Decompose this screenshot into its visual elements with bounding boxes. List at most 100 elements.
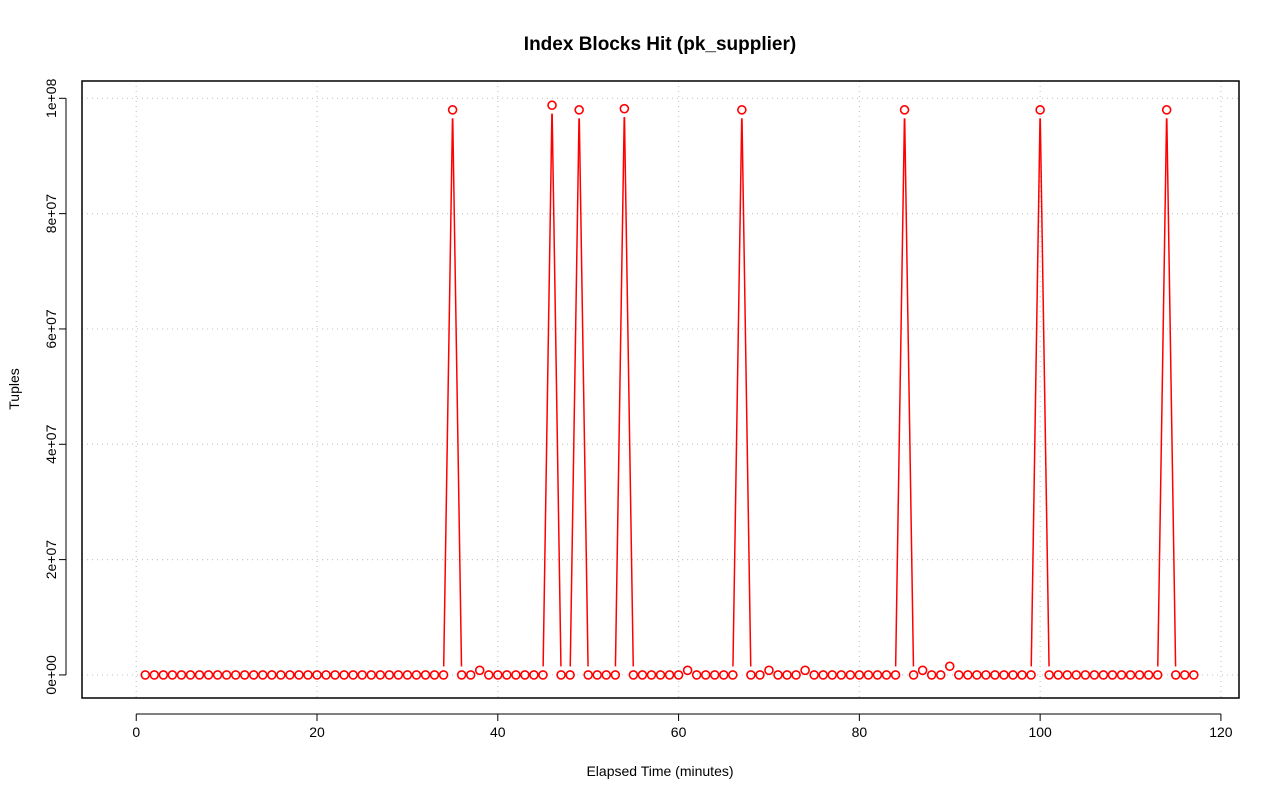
series-segment bbox=[569, 118, 580, 667]
data-point bbox=[664, 670, 675, 680]
series-segment bbox=[732, 118, 743, 667]
data-point bbox=[312, 670, 322, 680]
data-point bbox=[366, 670, 377, 680]
data-point bbox=[456, 670, 467, 680]
data-point bbox=[420, 670, 431, 680]
data-point bbox=[926, 670, 937, 680]
data-point bbox=[746, 670, 756, 680]
data-point bbox=[574, 105, 584, 115]
data-point bbox=[1071, 670, 1082, 680]
x-axis-label: Elapsed Time (minutes) bbox=[586, 763, 733, 779]
data-point bbox=[520, 670, 530, 680]
series-segment bbox=[578, 118, 589, 667]
data-point bbox=[782, 670, 792, 680]
data-point bbox=[1089, 670, 1100, 680]
data-point bbox=[1026, 670, 1036, 680]
data-point bbox=[791, 670, 801, 680]
data-point bbox=[339, 670, 349, 680]
y-axis-label: Tuples bbox=[6, 368, 22, 410]
data-point bbox=[628, 670, 639, 680]
series-segment bbox=[623, 117, 634, 667]
series-segment bbox=[551, 113, 562, 667]
data-point bbox=[700, 670, 711, 680]
y-tick-label-2: 4e+07 bbox=[43, 424, 59, 464]
data-point bbox=[1044, 670, 1054, 680]
data-point bbox=[203, 670, 214, 680]
data-point bbox=[691, 670, 702, 680]
data-point bbox=[592, 670, 603, 680]
data-point bbox=[646, 670, 657, 680]
y-tick-label-3: 6e+07 bbox=[43, 309, 59, 349]
data-point bbox=[899, 105, 910, 115]
data-point bbox=[1053, 670, 1064, 680]
data-point bbox=[1125, 670, 1136, 680]
data-point bbox=[511, 670, 521, 680]
series-segment bbox=[442, 118, 454, 667]
data-point bbox=[863, 670, 874, 680]
data-point bbox=[348, 670, 358, 680]
data-point bbox=[728, 670, 738, 680]
data-point bbox=[1107, 670, 1118, 680]
data-point bbox=[474, 665, 485, 676]
data-point bbox=[375, 670, 386, 680]
series-segment bbox=[451, 118, 463, 667]
series-segment bbox=[1039, 118, 1050, 667]
data-point bbox=[384, 670, 395, 680]
data-point bbox=[276, 670, 286, 680]
data-point bbox=[709, 670, 720, 680]
data-point bbox=[294, 670, 304, 680]
data-point bbox=[1008, 670, 1018, 680]
data-point bbox=[773, 670, 783, 680]
data-point bbox=[601, 670, 612, 680]
data-point bbox=[357, 670, 368, 680]
data-point bbox=[465, 670, 476, 680]
data-point bbox=[935, 670, 946, 680]
data-point bbox=[718, 670, 729, 680]
chart-title: Index Blocks Hit (pk_supplier) bbox=[524, 34, 796, 55]
data-point bbox=[953, 670, 964, 680]
x-tick-label-3: 60 bbox=[671, 724, 687, 740]
data-point bbox=[818, 670, 829, 680]
data-point bbox=[836, 670, 847, 680]
y-tick-label-0: 0e+00 bbox=[43, 655, 59, 695]
x-tick-label-5: 100 bbox=[1028, 724, 1052, 740]
x-tick-label-4: 80 bbox=[852, 724, 868, 740]
data-point bbox=[303, 670, 313, 680]
y-tick-label-1: 2e+07 bbox=[43, 540, 59, 580]
data-point bbox=[737, 105, 747, 115]
y-tick-label-5: 1e+08 bbox=[43, 78, 59, 118]
data-point bbox=[1098, 670, 1109, 680]
data-point bbox=[565, 670, 575, 680]
data-point bbox=[1035, 105, 1045, 115]
data-point bbox=[1189, 670, 1199, 680]
data-point bbox=[800, 665, 810, 676]
x-tick-label-1: 20 bbox=[309, 724, 325, 740]
data-point bbox=[538, 670, 548, 680]
data-point bbox=[764, 665, 774, 676]
data-point bbox=[1134, 670, 1145, 680]
series-segment bbox=[903, 118, 915, 667]
data-point bbox=[1116, 670, 1127, 680]
data-point bbox=[637, 670, 648, 680]
series-segment bbox=[1030, 118, 1041, 667]
series-segment bbox=[1157, 118, 1168, 667]
data-point bbox=[1017, 670, 1027, 680]
data-point bbox=[981, 670, 991, 680]
data-point bbox=[755, 670, 765, 680]
series-line-0 bbox=[442, 113, 1177, 667]
data-point bbox=[502, 670, 512, 680]
x-tick-label-6: 120 bbox=[1209, 724, 1233, 740]
series-segment bbox=[542, 113, 553, 667]
data-point bbox=[827, 670, 838, 680]
data-point bbox=[438, 670, 449, 680]
data-point bbox=[673, 670, 684, 680]
data-point bbox=[176, 670, 187, 680]
data-point bbox=[529, 670, 539, 680]
grid-lines bbox=[82, 81, 1239, 698]
data-point bbox=[655, 670, 666, 680]
data-point bbox=[1170, 670, 1181, 680]
data-point bbox=[1080, 670, 1091, 680]
plot-frame bbox=[81, 80, 1240, 699]
data-point bbox=[845, 670, 856, 680]
